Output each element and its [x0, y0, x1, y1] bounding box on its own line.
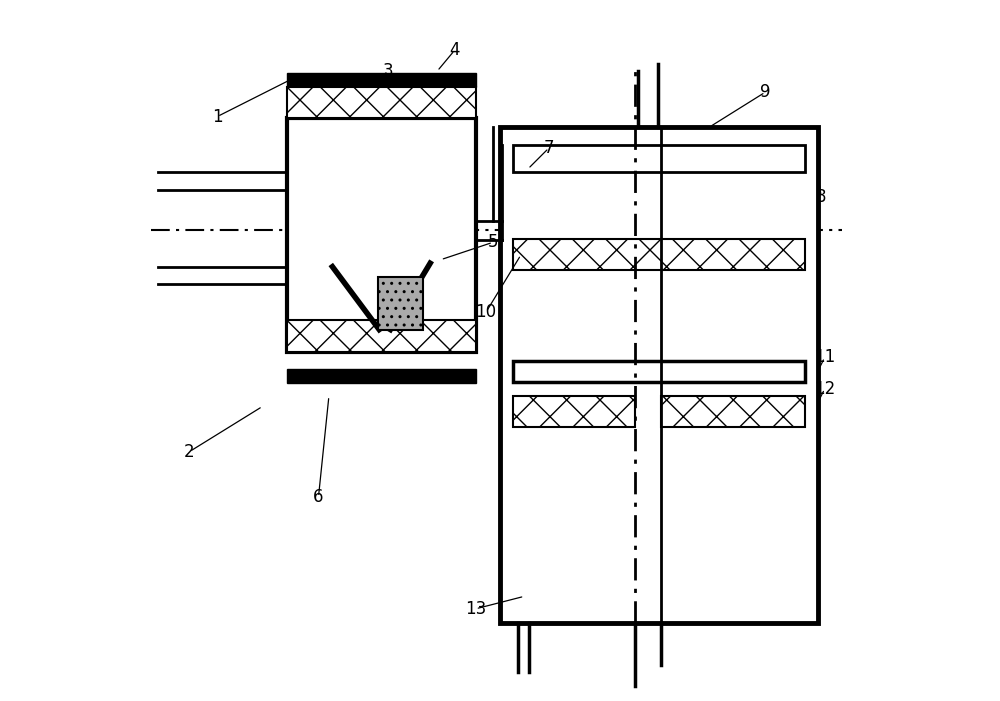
Text: 9: 9 — [760, 83, 771, 101]
Text: 11: 11 — [814, 348, 835, 367]
Bar — [287, 86, 476, 118]
Text: 12: 12 — [814, 380, 835, 398]
Bar — [500, 127, 818, 622]
Text: 2: 2 — [184, 443, 195, 461]
Text: 13: 13 — [465, 600, 486, 618]
Bar — [661, 396, 805, 428]
Text: 8: 8 — [816, 188, 826, 206]
Bar — [513, 144, 805, 172]
Bar — [287, 369, 476, 383]
Bar — [513, 239, 805, 270]
Text: 1: 1 — [212, 107, 223, 125]
Text: 7: 7 — [544, 139, 554, 157]
Bar — [378, 277, 423, 329]
Text: 10: 10 — [475, 303, 497, 321]
Bar — [287, 73, 476, 86]
Bar — [287, 320, 476, 352]
Text: 6: 6 — [313, 488, 324, 506]
Text: 5: 5 — [488, 233, 498, 251]
Bar — [513, 396, 635, 428]
Text: 4: 4 — [449, 41, 460, 60]
Bar — [287, 118, 476, 352]
Bar — [513, 361, 805, 382]
Text: 3: 3 — [383, 62, 394, 80]
